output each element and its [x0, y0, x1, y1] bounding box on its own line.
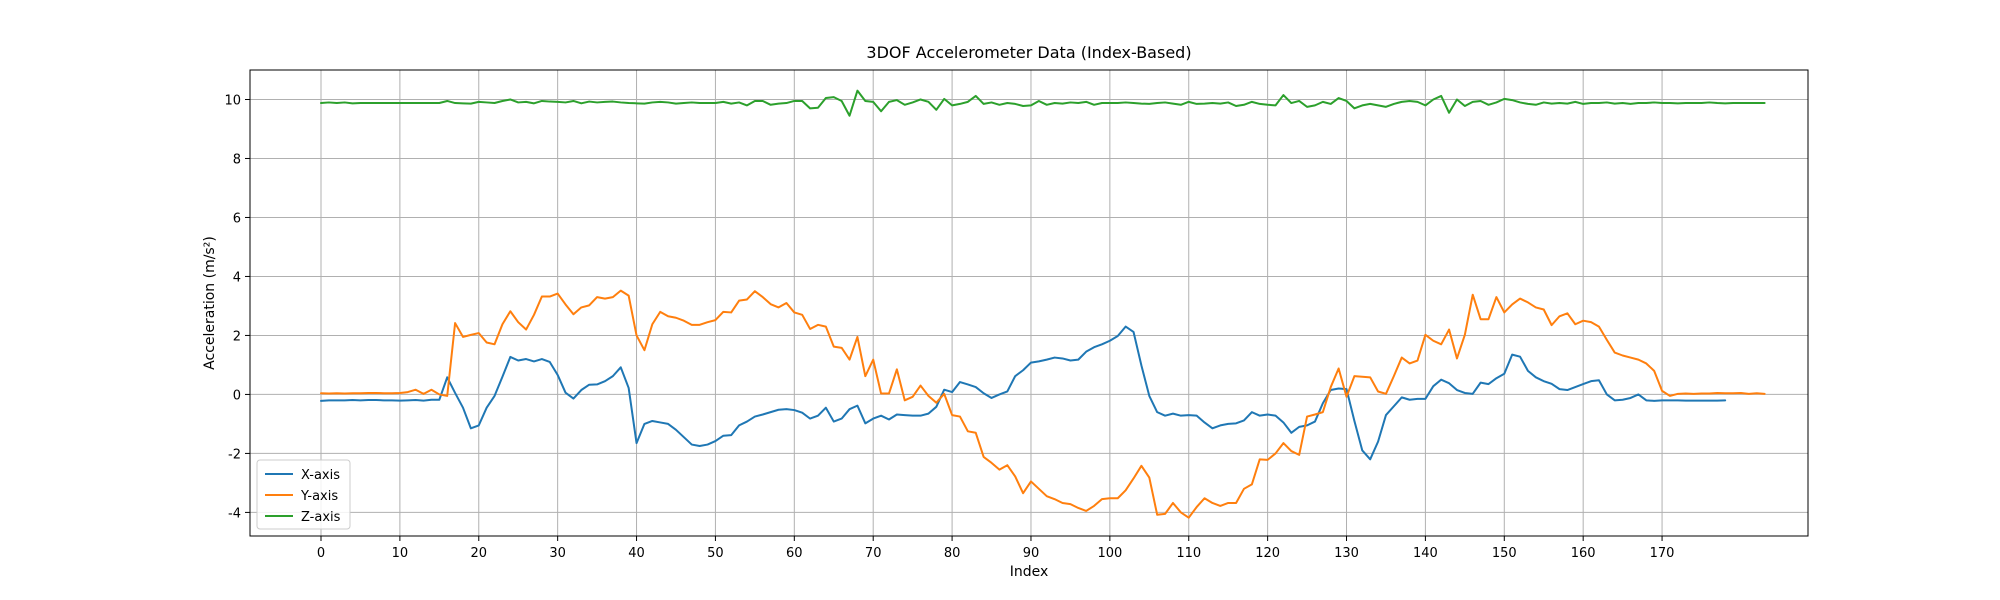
x-tick-label: 150 [1492, 546, 1517, 561]
legend-label-y-axis: Y-axis [300, 489, 338, 504]
chart-title: 3DOF Accelerometer Data (Index-Based) [866, 43, 1191, 62]
x-tick-label: 20 [470, 546, 487, 561]
x-axis-title: Index [1010, 564, 1049, 580]
x-tick-label: 50 [707, 546, 724, 561]
y-tick-label: 0 [233, 388, 241, 403]
x-tick-label: 10 [392, 546, 409, 561]
x-tick-label: 100 [1097, 546, 1122, 561]
y-tick-label: 8 [233, 152, 241, 167]
x-tick-label: 90 [1023, 546, 1040, 561]
y-tick-label: 6 [233, 211, 241, 226]
y-tick-label: 10 [224, 93, 241, 108]
y-tick-label: 4 [233, 270, 241, 285]
x-tick-label: 30 [549, 546, 566, 561]
x-tick-label: 80 [944, 546, 961, 561]
legend: X-axis Y-axis Z-axis [256, 459, 351, 530]
x-tick-label: 120 [1255, 546, 1280, 561]
x-tick-label: 110 [1176, 546, 1201, 561]
legend-label-z-axis: Z-axis [301, 510, 341, 525]
x-tick-label: 40 [628, 546, 645, 561]
x-tick-label: 60 [786, 546, 803, 561]
grid-lines [250, 70, 1808, 536]
series-line-y-axis [320, 289, 1766, 519]
series-line-x-axis [320, 325, 1727, 461]
y-tick-label: -2 [228, 447, 241, 462]
x-tick-label: 170 [1650, 546, 1675, 561]
x-tick-label: 130 [1334, 546, 1359, 561]
y-tick-label: 2 [233, 329, 241, 344]
plot-frame [249, 69, 1809, 537]
legend-label-x-axis: X-axis [301, 468, 340, 483]
legend-box [256, 459, 351, 530]
y-tick-label: -4 [228, 506, 241, 521]
series-lines [320, 89, 1766, 519]
series-line-z-axis [320, 89, 1766, 117]
x-tick-label: 140 [1413, 546, 1438, 561]
axis-ticks: 0 10 20 30 40 50 60 70 80 90 100 110 120 130 140 150 160… [224, 93, 1674, 561]
y-axis-title: Acceleration (m/s²) [202, 236, 218, 370]
x-tick-label: 160 [1571, 546, 1596, 561]
x-tick-label: 70 [865, 546, 882, 561]
x-tick-label: 0 [317, 546, 325, 561]
